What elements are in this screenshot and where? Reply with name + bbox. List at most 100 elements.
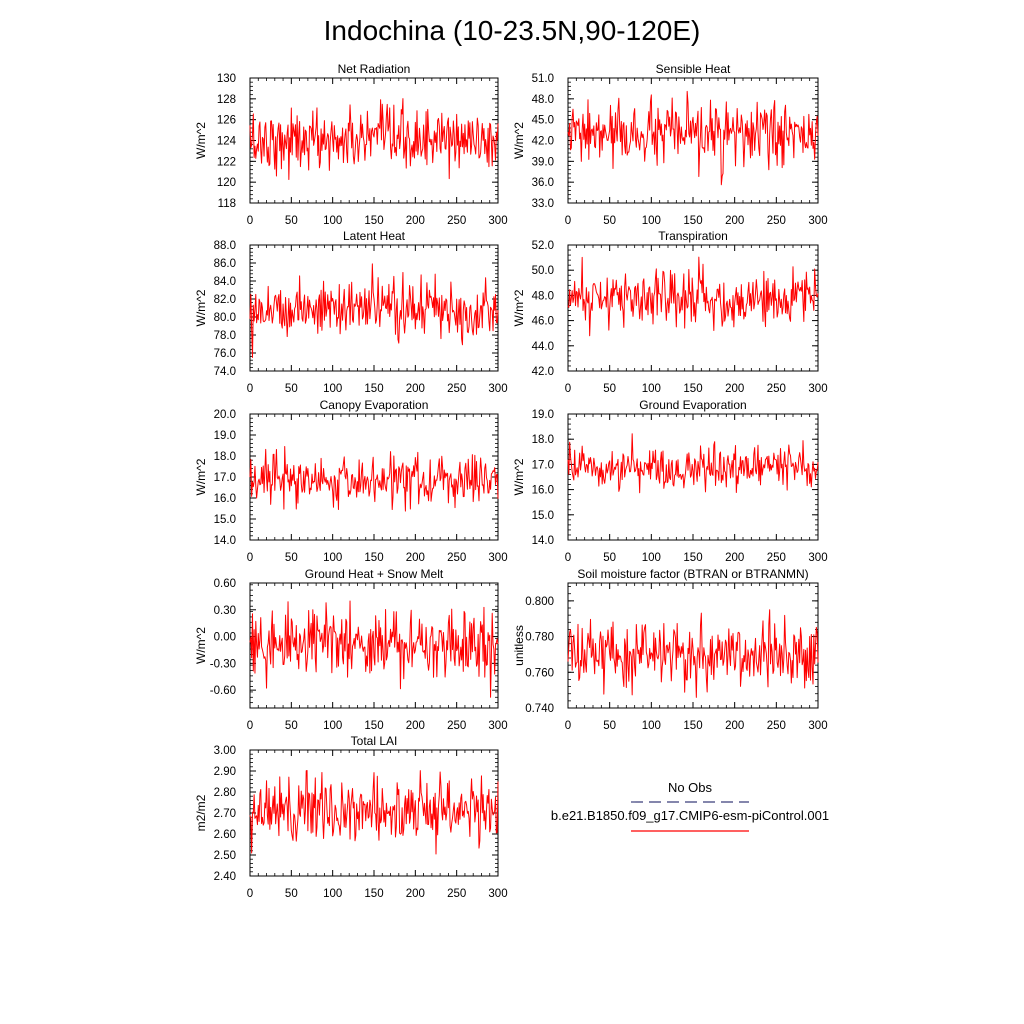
- y-tick-label: 50.0: [532, 265, 554, 277]
- y-tick-label: 44.0: [532, 341, 554, 353]
- y-tick-label: 126: [217, 115, 236, 127]
- y-axis-label: W/m^2: [194, 122, 208, 159]
- y-tick-label: 14.0: [214, 535, 236, 547]
- x-tick-label: 100: [642, 383, 661, 395]
- panel-title: Soil moisture factor (BTRAN or BTRANMN): [577, 567, 808, 581]
- x-tick-label: 100: [323, 383, 342, 395]
- y-tick-label: 0.780: [525, 632, 554, 644]
- y-tick-label: 2.60: [214, 829, 236, 841]
- x-tick-label: 300: [488, 720, 507, 732]
- y-tick-label: 130: [217, 73, 236, 85]
- y-tick-label: 20.0: [214, 409, 236, 421]
- legend-model-label: b.e21.B1850.f09_g17.CMIP6-esm-piControl.…: [551, 808, 829, 823]
- x-tick-label: 50: [285, 552, 298, 564]
- x-tick-label: 300: [488, 383, 507, 395]
- x-tick-label: 150: [683, 552, 702, 564]
- y-tick-label: 0.740: [525, 703, 554, 715]
- x-tick-label: 100: [323, 888, 342, 900]
- x-tick-label: 150: [683, 215, 702, 227]
- panel-title: Canopy Evaporation: [320, 398, 429, 412]
- x-tick-label: 100: [642, 215, 661, 227]
- y-axis-label: W/m^2: [512, 122, 526, 159]
- x-tick-label: 300: [808, 552, 827, 564]
- y-tick-label: 39.0: [532, 156, 554, 168]
- x-tick-label: 250: [447, 720, 466, 732]
- y-axis-label: W/m^2: [512, 289, 526, 326]
- panel-title: Net Radiation: [338, 62, 411, 76]
- x-tick-label: 300: [488, 888, 507, 900]
- x-tick-label: 150: [364, 383, 383, 395]
- series-line: [249, 446, 499, 512]
- y-tick-label: 46.0: [532, 316, 554, 328]
- y-tick-label: 14.0: [532, 535, 554, 547]
- y-tick-label: 18.0: [532, 434, 554, 446]
- y-tick-label: 0.800: [525, 596, 554, 608]
- panel-1: Net Radiation W/m^2 0 50 100 150 200 250 300 118 1…: [194, 62, 508, 227]
- legend: No Obs b.e21.B1850.f09_g17.CMIP6-esm-piC…: [551, 780, 829, 832]
- x-tick-label: 300: [808, 215, 827, 227]
- x-tick-label: 50: [603, 552, 616, 564]
- x-tick-label: 50: [603, 383, 616, 395]
- y-tick-label: 48.0: [532, 94, 554, 106]
- x-tick-label: 150: [364, 215, 383, 227]
- x-tick-label: 0: [247, 383, 253, 395]
- y-axis-label: W/m^2: [512, 458, 526, 495]
- panel-title: Sensible Heat: [656, 62, 731, 76]
- x-tick-label: 200: [406, 720, 425, 732]
- panel-5: Canopy Evaporation W/m^2 0 50 100 150 200 250 30…: [194, 398, 508, 564]
- y-tick-label: 51.0: [532, 73, 554, 85]
- y-tick-label: 80.0: [214, 312, 236, 324]
- y-tick-label: 16.0: [532, 485, 554, 497]
- y-axis-label: unitless: [512, 625, 526, 666]
- y-tick-label: 88.0: [214, 240, 236, 252]
- y-tick-label: 124: [217, 136, 237, 148]
- y-tick-label: 74.0: [214, 366, 236, 378]
- y-tick-label: 19.0: [214, 430, 236, 442]
- legend-obs-label: No Obs: [668, 780, 713, 795]
- x-tick-label: 300: [808, 720, 827, 732]
- y-tick-label: 84.0: [214, 276, 236, 288]
- x-tick-label: 0: [565, 720, 571, 732]
- y-tick-label: 128: [217, 94, 236, 106]
- y-axis-label: W/m^2: [194, 458, 208, 495]
- x-tick-label: 0: [247, 888, 253, 900]
- x-tick-label: 50: [285, 888, 298, 900]
- x-tick-label: 300: [808, 383, 827, 395]
- panel-title: Latent Heat: [343, 229, 406, 243]
- series-line: [249, 263, 499, 358]
- y-tick-label: 0.00: [214, 632, 236, 644]
- x-tick-label: 100: [323, 215, 342, 227]
- x-tick-label: 200: [725, 383, 744, 395]
- y-axis-label: W/m^2: [194, 627, 208, 664]
- x-tick-label: 0: [247, 552, 253, 564]
- x-tick-label: 250: [447, 383, 466, 395]
- y-tick-label: 78.0: [214, 330, 236, 342]
- y-tick-label: 2.80: [214, 787, 236, 799]
- series-line: [249, 98, 499, 181]
- series-line: [567, 256, 819, 337]
- y-axis-label: m2/m2: [194, 794, 208, 831]
- x-tick-label: 250: [767, 383, 786, 395]
- y-tick-label: 15.0: [532, 510, 554, 522]
- y-tick-label: 45.0: [532, 115, 554, 127]
- x-tick-label: 100: [642, 720, 661, 732]
- x-tick-label: 250: [767, 215, 786, 227]
- x-tick-label: 250: [767, 552, 786, 564]
- x-tick-label: 300: [488, 215, 507, 227]
- y-tick-label: 19.0: [532, 409, 554, 421]
- y-tick-label: 2.70: [214, 808, 236, 820]
- y-tick-label: 52.0: [532, 240, 554, 252]
- y-tick-label: 3.00: [214, 745, 236, 757]
- figure-title: Indochina (10-23.5N,90-120E): [324, 15, 701, 46]
- panel-8: Soil moisture factor (BTRAN or BTRANMN) u…: [512, 567, 828, 732]
- x-tick-label: 50: [285, 383, 298, 395]
- x-tick-label: 50: [285, 720, 298, 732]
- x-tick-label: 150: [364, 720, 383, 732]
- y-tick-label: 0.30: [214, 605, 236, 617]
- x-tick-label: 200: [406, 552, 425, 564]
- panel-4: Transpiration W/m^2 0 50 100 150 200 250 300 42.0…: [512, 229, 828, 395]
- series-line: [249, 769, 499, 855]
- series-line: [249, 600, 499, 698]
- x-tick-label: 200: [725, 720, 744, 732]
